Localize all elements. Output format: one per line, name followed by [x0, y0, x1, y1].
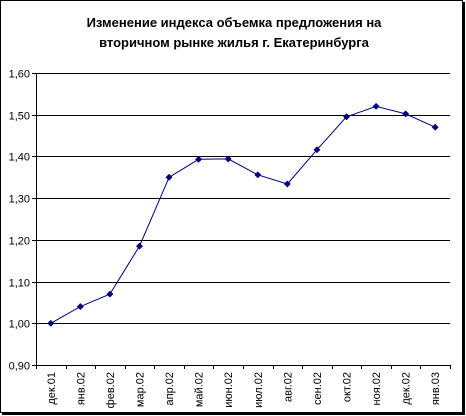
data-point-marker	[313, 146, 321, 154]
data-series	[47, 102, 439, 327]
data-point-marker	[224, 155, 232, 163]
x-tick-label: дек.01	[46, 372, 58, 405]
data-point-marker	[372, 102, 380, 110]
x-tick-label: июн.02	[223, 372, 235, 408]
data-point-marker	[254, 171, 262, 179]
y-tick-label: 1,20	[9, 236, 30, 248]
data-point-marker	[402, 110, 410, 118]
series-line	[50, 105, 436, 324]
data-point-marker	[76, 303, 84, 311]
x-tick-label: дек.02	[401, 372, 413, 405]
y-tick-label: 0,90	[9, 361, 30, 373]
data-point-marker	[195, 155, 203, 163]
x-tick-label: янв.03	[430, 372, 442, 405]
y-tick-label: 1,60	[9, 69, 30, 81]
axes	[32, 73, 451, 369]
data-point-marker	[165, 173, 173, 181]
x-tick-label: май.02	[194, 372, 206, 407]
chart-title-line-1: Изменение индекса объемка предложения на	[86, 15, 382, 30]
data-point-marker	[342, 113, 351, 121]
data-point-marker	[431, 123, 439, 131]
chart-title-line-2: вторичном рынке жилья г. Екатеринбурга	[99, 35, 369, 50]
x-tick-label: окт.02	[342, 372, 354, 402]
data-point-marker	[283, 180, 291, 188]
y-tick-labels: 0,90 1,00 1,10 1,20 1,30 1,40 1,50 1,60	[9, 69, 30, 373]
data-point-marker	[135, 242, 144, 250]
y-tick-label: 1,50	[9, 111, 30, 123]
y-tick-label: 1,10	[9, 278, 30, 290]
chart-title: Изменение индекса объемка предложения на…	[41, 13, 427, 53]
gridlines	[36, 73, 450, 324]
x-tick-label: янв.02	[75, 372, 87, 405]
data-point-marker	[47, 319, 55, 327]
x-tick-label: авг.02	[282, 372, 294, 402]
x-tick-label: сен.02	[312, 372, 324, 405]
x-tick-label: июл.02	[253, 372, 265, 408]
x-tick-label: мар.02	[135, 372, 147, 407]
x-tick-label: апр.02	[164, 372, 176, 405]
y-tick-label: 1,00	[9, 319, 30, 331]
x-tick-label: фев.02	[105, 372, 117, 408]
y-tick-label: 1,30	[9, 194, 30, 206]
x-tick-labels: дек.01 янв.02 фев.02 мар.02 апр.02 май.02 июн.…	[46, 372, 442, 408]
y-tick-label: 1,40	[9, 152, 30, 164]
x-tick-label: ноя.02	[371, 372, 383, 405]
data-point-marker	[106, 290, 114, 298]
